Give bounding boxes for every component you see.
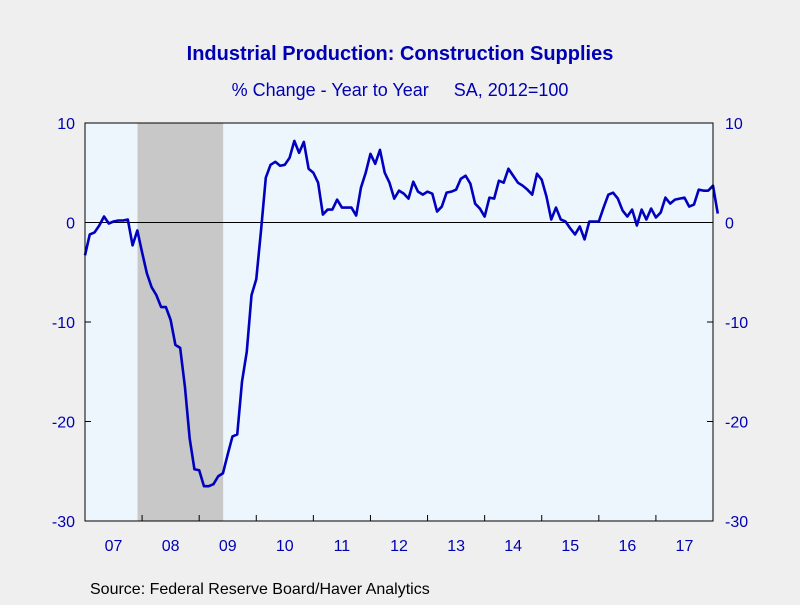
x-tick-label: 15 bbox=[561, 538, 579, 555]
source-note: Source: Federal Reserve Board/Haver Anal… bbox=[90, 581, 430, 598]
series-line bbox=[83, 139, 720, 488]
x-tick-label: 13 bbox=[447, 538, 465, 555]
x-tick-label: 12 bbox=[390, 538, 408, 555]
chart-subtitle: % Change - Year to Year SA, 2012=100 bbox=[232, 80, 569, 100]
x-tick-label: 11 bbox=[334, 538, 351, 555]
y-tick-label-left: 10 bbox=[57, 116, 75, 133]
y-tick-label-right: -10 bbox=[725, 315, 748, 332]
y-tick-label-right: -30 bbox=[725, 514, 748, 531]
y-tick-label-left: -10 bbox=[52, 315, 75, 332]
y-tick-label-right: 10 bbox=[725, 116, 743, 133]
x-tick-label: 14 bbox=[504, 538, 522, 555]
x-tick-label: 10 bbox=[276, 538, 294, 555]
y-tick-label-right: 0 bbox=[725, 216, 734, 233]
y-tick-label-right: -20 bbox=[725, 415, 748, 432]
series-layer bbox=[83, 139, 720, 488]
recession-shading bbox=[137, 123, 224, 521]
chart-title: Industrial Production: Construction Supp… bbox=[187, 43, 614, 65]
y-tick-label-left: -20 bbox=[52, 415, 75, 432]
x-tick-label: 09 bbox=[219, 538, 237, 555]
y-tick-label-left: 0 bbox=[66, 216, 75, 233]
y-tick-label-left: -30 bbox=[52, 514, 75, 531]
x-axis: 07 08 09 10 11 12 13 14 15 16 17 bbox=[84, 515, 714, 555]
x-tick-label: 16 bbox=[618, 538, 636, 555]
x-tick-label: 08 bbox=[162, 538, 180, 555]
x-tick-label: 07 bbox=[105, 538, 123, 555]
recession-band bbox=[137, 123, 224, 521]
y-axes: 10 10 0 0 -10 -10 -20 -20 -30 -30 bbox=[52, 116, 748, 531]
x-tick-label: 17 bbox=[676, 538, 694, 555]
